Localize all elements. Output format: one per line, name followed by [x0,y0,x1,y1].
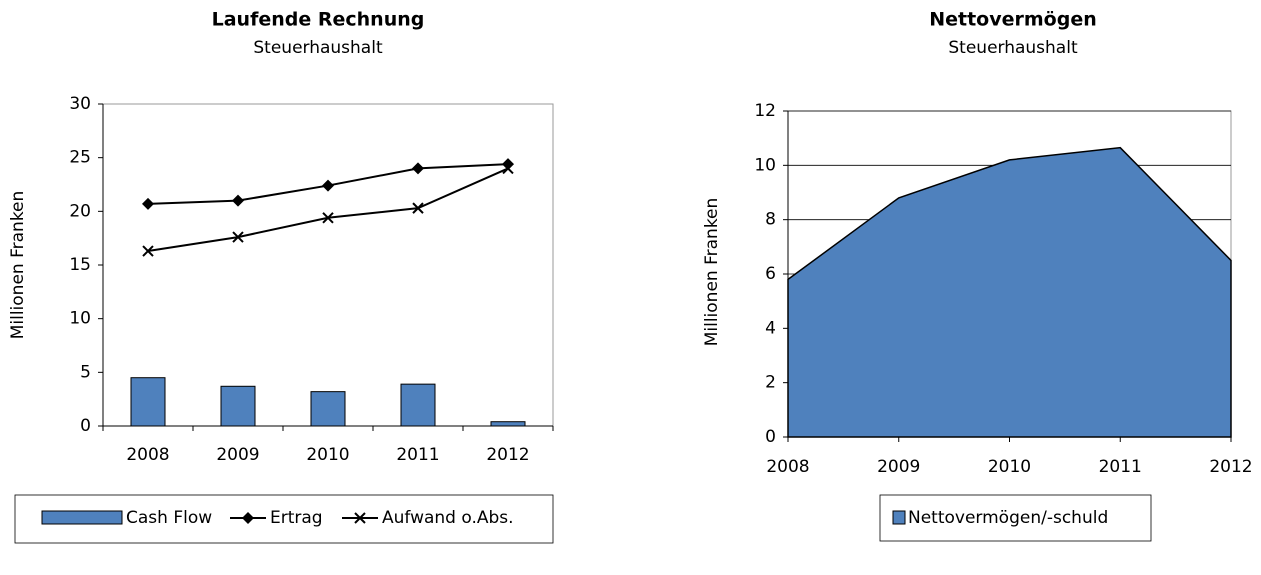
marker [242,512,254,524]
marker [142,245,154,257]
bar [490,421,526,427]
y-tick-label: 10 [69,309,91,329]
marker [232,231,244,243]
bar [220,385,256,427]
legend-label: Nettovermögen/-schuld [908,508,1108,528]
y-tick-label: 4 [765,318,776,338]
legend-swatch [41,510,123,525]
x-tick-label: 2011 [396,445,439,465]
y-tick-label: 10 [754,155,776,175]
x-tick-label: 2012 [486,445,529,465]
marker [142,197,154,210]
marker [232,194,244,207]
y-tick-label: 30 [69,94,91,114]
chart-subtitle: Steuerhaushalt [948,38,1078,58]
chart-title: Nettovermögen [929,9,1097,31]
legend-label: Aufwand o.Abs. [382,508,514,528]
legend [879,494,1152,542]
legend-label: Ertrag [270,508,323,528]
marker [502,158,514,171]
x-tick-label: 2010 [306,445,349,465]
y-tick-label: 0 [765,427,776,447]
marker [502,162,514,175]
x-tick-label: 2011 [1099,457,1142,477]
marker [412,202,424,214]
bar [310,391,346,427]
y-tick-label: 6 [765,264,776,284]
marker [412,162,424,175]
chart-subtitle: Steuerhaushalt [253,38,383,58]
legend-swatch [892,510,906,525]
marker [354,512,366,524]
y-tick-label: 5 [80,362,91,382]
y-tick-label: 25 [69,148,91,168]
y-tick-label: 2 [765,373,776,393]
chart-title: Laufende Rechnung [212,9,425,31]
x-tick-label: 2008 [126,445,169,465]
y-axis-label: Millionen Franken [702,198,722,347]
legend-label: Cash Flow [126,508,212,528]
x-tick-label: 2009 [216,445,259,465]
plot-area [102,103,554,427]
y-tick-label: 12 [754,101,776,121]
y-tick-label: 0 [80,416,91,436]
x-tick-label: 2010 [988,457,1031,477]
bar [400,383,436,427]
bar [130,377,166,427]
y-axis-label: Millionen Franken [8,191,28,340]
y-tick-label: 20 [69,201,91,221]
area [787,146,1232,438]
marker [322,212,334,224]
marker [322,179,334,192]
x-tick-label: 2012 [1209,457,1252,477]
y-tick-label: 15 [69,255,91,275]
x-tick-label: 2009 [877,457,920,477]
x-tick-label: 2008 [766,457,809,477]
y-tick-label: 8 [765,210,776,230]
